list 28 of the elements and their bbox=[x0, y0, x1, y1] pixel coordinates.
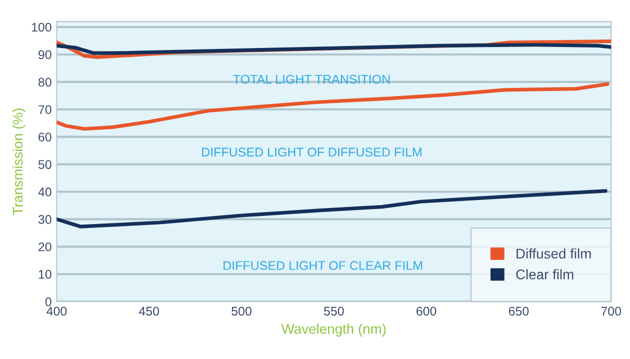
x-tick-label: 650 bbox=[508, 306, 529, 316]
y-tick-label: 30 bbox=[38, 215, 52, 224]
x-axis-title: Wavelength (nm) bbox=[281, 324, 386, 337]
line-series bbox=[56, 43, 612, 55]
y-tick-label: 60 bbox=[38, 132, 52, 142]
x-tick-label: 500 bbox=[232, 306, 252, 316]
x-tick-label: 600 bbox=[416, 306, 436, 316]
x-tick-label: 450 bbox=[138, 306, 160, 316]
y-tick-label: 70 bbox=[38, 105, 52, 114]
y-tick-label: 20 bbox=[38, 242, 52, 252]
legend-label: Diffused film bbox=[516, 248, 591, 259]
x-tick-label: 700 bbox=[601, 306, 622, 316]
annotation: DIFFUSED LIGHT OF DIFFUSED FILM bbox=[202, 148, 422, 157]
x-tick-label: 400 bbox=[46, 306, 67, 316]
y-tick-label: 40 bbox=[38, 188, 52, 196]
y-tick-label: 0 bbox=[45, 297, 52, 306]
line-series bbox=[56, 82, 610, 131]
annotation: DIFFUSED LIGHT OF CLEAR FILM bbox=[224, 261, 422, 270]
y-tick-label: 90 bbox=[38, 50, 52, 60]
y-tick-label: 10 bbox=[38, 270, 52, 279]
line-series bbox=[56, 189, 608, 228]
y-tick-label: 80 bbox=[38, 78, 52, 87]
legend-label: Clear film bbox=[516, 269, 574, 280]
annotation: TOTAL LIGHT TRANSITION bbox=[233, 74, 390, 84]
y-axis-title: Transmission (%) bbox=[12, 108, 26, 215]
y-tick-label: 100 bbox=[32, 22, 52, 32]
y-tick-label: 50 bbox=[38, 160, 52, 169]
x-tick-label: 550 bbox=[324, 306, 344, 316]
